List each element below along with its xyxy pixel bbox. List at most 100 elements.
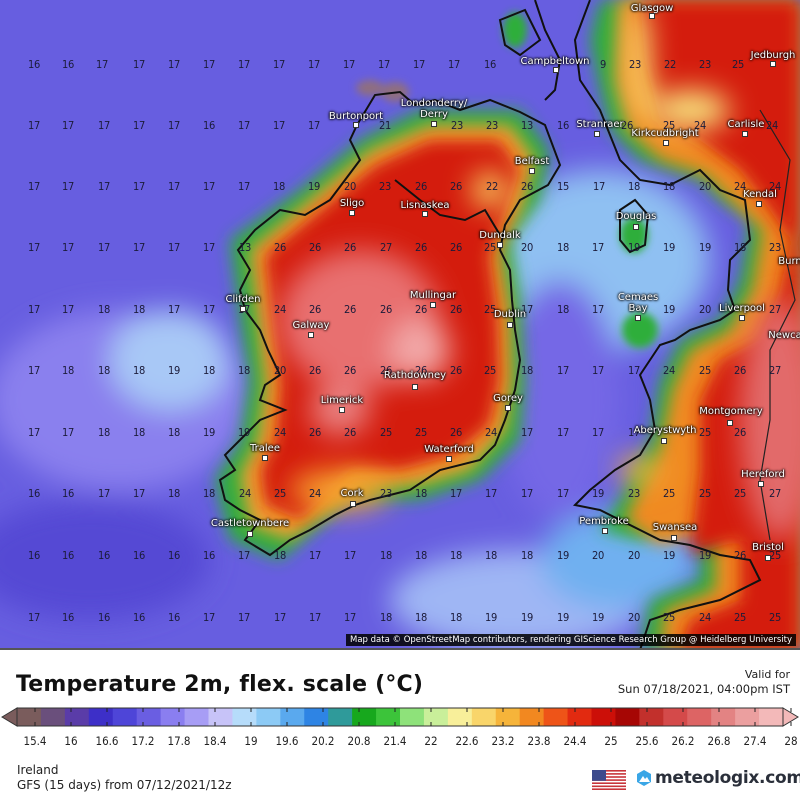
valid-date: Sun 07/18/2021, 04:00pm IST <box>617 682 790 696</box>
city-label: Tralee <box>250 443 280 454</box>
city-marker <box>339 407 345 413</box>
grid-temperature-value: 27 <box>380 241 392 254</box>
grid-temperature-value: 17 <box>62 426 74 439</box>
city-label: Burn <box>778 256 800 267</box>
city-label: Swansea <box>652 522 698 533</box>
grid-temperature-value: 17 <box>238 119 250 132</box>
grid-temperature-value: 25 <box>663 611 675 624</box>
grid-temperature-value: 17 <box>168 241 180 254</box>
grid-temperature-value: 16 <box>28 487 40 500</box>
us-flag-icon[interactable] <box>592 770 626 790</box>
grid-temperature-value: 17 <box>274 611 286 624</box>
city-label: Kendal <box>743 189 777 200</box>
grid-temperature-value: 26 <box>450 241 462 254</box>
grid-temperature-value: 17 <box>557 487 569 500</box>
city-label: Clifden <box>225 294 261 305</box>
city-marker <box>308 332 314 338</box>
city-marker <box>412 384 418 390</box>
city-label: Douglas <box>615 211 657 222</box>
grid-temperature-value: 18 <box>203 487 215 500</box>
city-marker <box>349 210 355 216</box>
grid-temperature-value: 17 <box>628 426 640 439</box>
map-attribution[interactable]: Map data © OpenStreetMap contributors, r… <box>346 634 796 646</box>
scale-tick-label: 20.2 <box>311 734 335 748</box>
grid-temperature-value: 17 <box>133 487 145 500</box>
grid-temperature-value: 16 <box>203 549 215 562</box>
grid-temperature-value: 26 <box>344 241 356 254</box>
city-label: Rathdowney <box>383 370 447 381</box>
ireland-coastline <box>218 90 562 557</box>
scale-tick-label: 27.4 <box>743 734 767 748</box>
grid-temperature-value: 19 <box>699 241 711 254</box>
grid-temperature-value: 17 <box>62 119 74 132</box>
grid-temperature-value: 17 <box>238 58 250 71</box>
grid-temperature-value: 17 <box>308 119 320 132</box>
grid-temperature-value: 25 <box>415 426 427 439</box>
brand-name: meteologix.com <box>655 768 800 788</box>
grid-temperature-value: 26 <box>415 303 427 316</box>
grid-temperature-value: 17 <box>308 58 320 71</box>
city-marker <box>350 501 356 507</box>
city-label: Burtonport <box>328 111 384 122</box>
meteologix-brand[interactable]: meteologix.com <box>636 768 800 788</box>
grid-temperature-value: 26 <box>450 426 462 439</box>
city-label: Campbeltown <box>520 56 590 67</box>
city-label: Waterford <box>424 444 474 455</box>
grid-temperature-value: 18 <box>450 611 462 624</box>
grid-temperature-value: 18 <box>415 549 427 562</box>
city-label: Stranraer <box>576 119 624 130</box>
scale-tick-label: 28 <box>784 734 798 748</box>
grid-temperature-value: 19 <box>592 487 604 500</box>
grid-temperature-value: 26 <box>415 241 427 254</box>
grid-temperature-value: 18 <box>557 241 569 254</box>
city-label: Londonderry/ <box>400 98 468 109</box>
grid-temperature-value: 17 <box>168 180 180 193</box>
city-marker <box>422 211 428 217</box>
city-marker <box>240 306 246 312</box>
grid-temperature-value: 24 <box>239 487 251 500</box>
grid-temperature-value: 27 <box>769 364 781 377</box>
grid-temperature-value: 17 <box>133 58 145 71</box>
grid-temperature-value: 26 <box>309 241 321 254</box>
city-label: Cork <box>340 488 364 499</box>
britain-coastline <box>572 0 762 648</box>
grid-temperature-value: 25 <box>484 364 496 377</box>
grid-temperature-value: 18 <box>380 611 392 624</box>
city-marker <box>727 420 733 426</box>
grid-temperature-value: 17 <box>98 180 110 193</box>
grid-temperature-value: 17 <box>521 426 533 439</box>
grid-temperature-value: 25 <box>699 487 711 500</box>
grid-temperature-value: 17 <box>62 180 74 193</box>
grid-temperature-value: 26 <box>734 549 746 562</box>
grid-temperature-value: 26 <box>309 426 321 439</box>
grid-temperature-value: 22 <box>664 58 676 71</box>
grid-temperature-value: 17 <box>133 241 145 254</box>
grid-temperature-value: 17 <box>203 58 215 71</box>
grid-temperature-value: 17 <box>98 241 110 254</box>
grid-temperature-value: 16 <box>62 58 74 71</box>
grid-temperature-value: 17 <box>238 180 250 193</box>
grid-temperature-value: 24 <box>274 303 286 316</box>
grid-temperature-value: 24 <box>766 119 778 132</box>
grid-temperature-value: 19 <box>592 611 604 624</box>
grid-temperature-value: 17 <box>203 611 215 624</box>
scale-tick-label: 22 <box>424 734 438 748</box>
grid-temperature-value: 17 <box>168 58 180 71</box>
grid-temperature-value: 17 <box>62 241 74 254</box>
temperature-map[interactable]: 16 16 17 17 17 17 17 17 17 17 17 17 17 16 9 23 22 23 25 17 1… <box>0 0 800 650</box>
grid-temperature-value: 26 <box>309 303 321 316</box>
city-marker <box>507 322 513 328</box>
scale-tick-label: 16.6 <box>95 734 119 748</box>
city-marker <box>663 140 669 146</box>
grid-temperature-value: 24 <box>694 119 706 132</box>
city-marker <box>602 528 608 534</box>
city-label: Aberystwyth <box>633 425 697 436</box>
grid-temperature-value: 24 <box>485 426 497 439</box>
city-marker <box>635 315 641 321</box>
grid-temperature-value: 25 <box>732 58 744 71</box>
grid-temperature-value: 17 <box>378 58 390 71</box>
grid-temperature-value: 25 <box>380 426 392 439</box>
grid-temperature-value: 19 <box>203 426 215 439</box>
grid-temperature-value: 20 <box>628 549 640 562</box>
grid-temperature-value: 18 <box>238 364 250 377</box>
